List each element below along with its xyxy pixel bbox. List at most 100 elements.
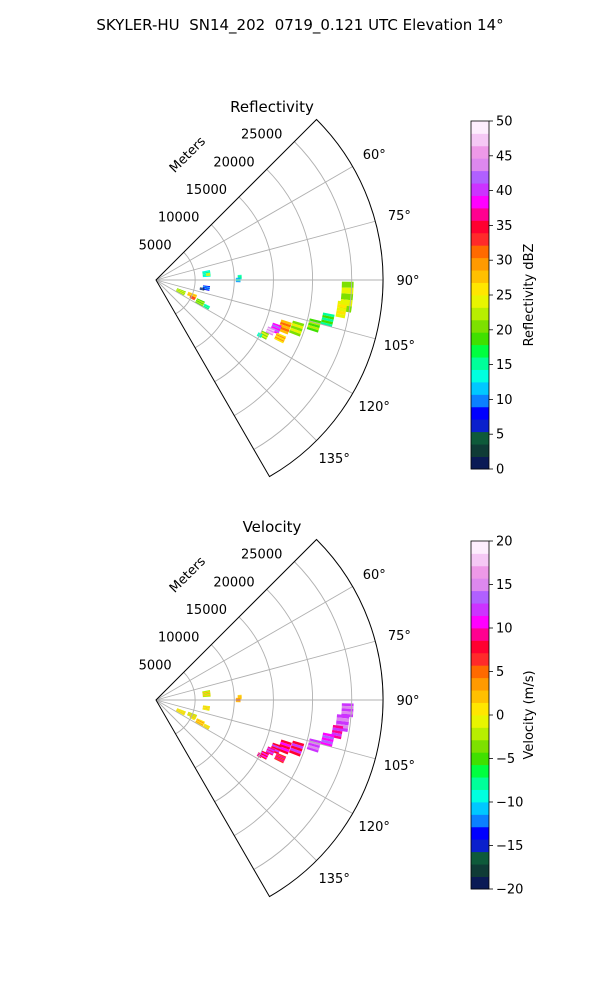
colorbar-swatch <box>471 208 489 221</box>
echo-cell <box>199 287 205 290</box>
range-tick-label: 15000 <box>186 183 227 198</box>
echo-cell <box>336 714 350 719</box>
echo-cell <box>235 280 241 282</box>
echo-cell <box>288 330 301 337</box>
echo-cell <box>176 288 186 294</box>
echo-cell <box>332 727 343 732</box>
azimuth-tick-label: 105° <box>384 759 415 774</box>
echo-cell <box>341 705 354 709</box>
colorbar-swatch <box>471 145 489 159</box>
colorbar-swatch <box>471 257 489 271</box>
azimuth-tick-label: 105° <box>384 339 415 354</box>
echo-cell <box>321 739 334 745</box>
echo-cell <box>199 289 205 291</box>
colorbar-tick-label: −15 <box>496 839 523 854</box>
echo-cell <box>275 335 286 341</box>
echo-cell <box>322 734 335 740</box>
echo-cell <box>279 741 292 748</box>
echo-cell <box>235 277 241 279</box>
echo-cell <box>309 738 322 744</box>
colorbar-label: Velocity (m/s) <box>522 670 537 759</box>
echo-cell <box>279 323 291 330</box>
colorbar-swatch <box>471 431 489 445</box>
echo-cell <box>289 327 302 335</box>
sector-frame <box>155 538 384 898</box>
echo-cell <box>206 274 211 275</box>
echo-cell <box>266 748 275 754</box>
colorbar-swatch <box>471 802 489 815</box>
echo-cell <box>337 300 348 306</box>
colorbar-tick-label: 45 <box>496 149 513 164</box>
azimuth-gridline <box>155 586 353 701</box>
echo-cell <box>237 274 242 276</box>
echo-cell <box>202 690 211 693</box>
echo-cell <box>332 724 344 729</box>
range-ring <box>175 252 196 315</box>
figure-title: SKYLER-HU SN14_202 0719_0.121 UTC Elevat… <box>96 16 504 34</box>
colorbar-swatch <box>471 158 489 172</box>
colorbar-tick-label: 5 <box>496 665 504 680</box>
echo-cell <box>337 303 347 309</box>
echo-cell <box>267 327 275 332</box>
echo-cell <box>275 333 286 340</box>
echo-cell <box>260 332 268 338</box>
echo-cell <box>275 753 286 760</box>
colorbar-swatch <box>471 839 489 853</box>
echo-cell <box>341 281 354 288</box>
echo-cell <box>202 286 210 289</box>
echo-cell <box>306 746 319 753</box>
echo-cell <box>176 709 186 714</box>
echo-cell <box>176 709 185 715</box>
echo-cell <box>196 718 205 723</box>
radial-axis-label: Meters <box>167 134 209 176</box>
colorbar-swatch <box>471 295 489 308</box>
echo-cell <box>267 746 276 751</box>
echo-cell <box>235 697 241 699</box>
colorbar-tick-label: 25 <box>496 289 513 304</box>
colorbar-swatch <box>471 220 489 234</box>
echo-cell <box>204 723 211 728</box>
echo-cell <box>291 742 304 750</box>
echo-cell <box>280 319 292 326</box>
colorbar-swatch <box>471 344 489 358</box>
echo-cell <box>331 729 343 735</box>
echo-cell <box>274 757 284 764</box>
colorbar-tick-label: −10 <box>496 796 523 811</box>
echo-cell <box>237 275 242 277</box>
echo-cell <box>261 330 270 336</box>
colorbar-swatch <box>471 739 489 753</box>
echo-cell <box>235 698 241 700</box>
colorbar-tick-label: 15 <box>496 358 513 373</box>
echo-cell <box>260 331 269 337</box>
azimuth-gridline <box>155 279 317 441</box>
range-ring <box>234 588 314 836</box>
colorbar-swatch <box>471 541 489 554</box>
colorbar-tick-label: 5 <box>496 428 504 443</box>
colorbar-label: Reflectivity dBZ <box>522 244 537 347</box>
azimuth-gridline <box>155 220 376 281</box>
colorbar-tick-label: 35 <box>496 219 513 234</box>
colorbar-tick-label: 10 <box>496 622 513 637</box>
colorbar-swatch <box>471 777 489 790</box>
panel-title: Reflectivity <box>230 98 314 116</box>
colorbar-swatch <box>471 702 489 716</box>
echo-cell <box>276 752 287 759</box>
panel-title: Velocity <box>243 518 302 536</box>
range-tick-label: 10000 <box>158 631 199 646</box>
colorbar-swatch <box>471 332 489 346</box>
echo-cell <box>336 717 350 722</box>
echo-cell <box>274 337 284 344</box>
echo-cell <box>202 708 210 711</box>
echo-cell <box>266 328 275 334</box>
azimuth-tick-label: 135° <box>319 872 350 887</box>
colorbar-tick-label: 10 <box>496 393 513 408</box>
colorbar-swatch <box>471 319 489 333</box>
azimuth-tick-label: 90° <box>396 274 419 289</box>
echo-cell <box>277 328 289 335</box>
echo-cell <box>278 326 290 333</box>
echo-cell <box>203 725 210 729</box>
echo-cell <box>280 739 292 746</box>
colorbar-swatch <box>471 603 489 616</box>
colorbar-swatch <box>471 195 489 209</box>
